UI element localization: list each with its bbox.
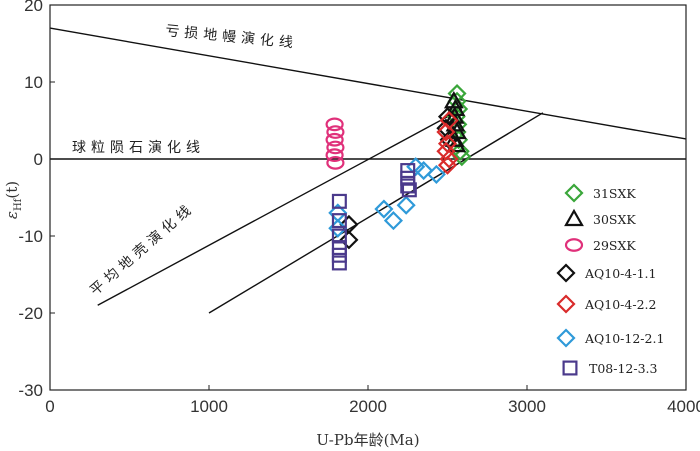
data-point (326, 140, 345, 155)
data-point (396, 195, 416, 215)
depleted-mantle-label: 亏损地幔演化线 (165, 23, 299, 52)
y-axis-title-main: ε (3, 211, 21, 219)
data-point (331, 247, 347, 263)
average-crust-label: 平均地壳演化线 (86, 199, 198, 299)
data-point (325, 132, 344, 147)
x-tick-label: 0 (45, 397, 54, 416)
data-point (450, 141, 470, 161)
y-tick-label: -10 (18, 227, 43, 246)
data-point (331, 213, 347, 229)
data-point (331, 193, 347, 209)
data-point (326, 155, 345, 170)
y-axis-title: εHf(t) (3, 181, 24, 219)
y-axis-title-tail: (t) (3, 181, 21, 199)
y-tick-label: 10 (24, 73, 43, 92)
legend-marker (564, 238, 584, 252)
data-point (400, 163, 416, 179)
data-point (414, 160, 434, 181)
legend-marker (562, 360, 578, 376)
plot-frame (49, 4, 687, 391)
data-point (325, 148, 344, 163)
y-axis-title-sub: Hf (13, 197, 24, 211)
data-point (331, 255, 347, 271)
chur-label: 球粒陨石演化线 (72, 140, 205, 156)
data-points (325, 83, 472, 271)
crust-line-2-line (208, 112, 544, 314)
legend-marker (556, 294, 576, 314)
data-point (331, 240, 347, 256)
legend-label: 30SXK (593, 212, 636, 227)
legend-label: T08-12-3.3 (589, 361, 658, 376)
legend-label: 29SXK (593, 238, 636, 253)
data-point (383, 211, 403, 231)
y-tick-label: 0 (34, 150, 43, 169)
x-tick-label: 3000 (508, 397, 546, 416)
data-point (374, 199, 394, 219)
data-point (339, 230, 359, 250)
data-point (452, 147, 472, 167)
legend-marker (556, 263, 576, 283)
legend-marker (556, 328, 576, 348)
data-point (400, 170, 416, 186)
legend-label: 31SXK (593, 186, 636, 201)
data-point (401, 182, 417, 198)
data-point (400, 178, 416, 194)
legend-label: AQ10-12-2.1 (584, 331, 664, 346)
data-point (331, 228, 347, 244)
legend-label: AQ10-4-2.2 (584, 297, 656, 312)
data-point (443, 91, 464, 109)
data-point (445, 114, 466, 132)
data-point (437, 155, 458, 175)
y-tick-label: -30 (18, 381, 43, 400)
data-point (436, 122, 456, 142)
data-point (439, 149, 459, 169)
reference-lines (49, 27, 687, 314)
axis-ticks: 0 1000 2000 3000 4000 -30 -20 -10 0 10 20 (18, 0, 700, 416)
x-axis-title: U-Pb年龄(Ma) (316, 431, 419, 449)
average-crust-line (97, 108, 463, 306)
legend: 31SXK 30SXK 29SXK AQ10-4-1.1 AQ10-4-2.2 AQ10-… (556, 183, 664, 376)
legend-marker (564, 183, 584, 203)
x-tick-label: 2000 (349, 397, 387, 416)
legend-label: AQ10-4-1.1 (584, 266, 656, 281)
y-tick-label: 20 (24, 0, 43, 15)
x-tick-label: 1000 (190, 397, 228, 416)
y-tick-label: -20 (18, 304, 43, 323)
data-point (326, 125, 345, 139)
legend-marker (564, 208, 584, 227)
data-point (325, 117, 344, 132)
data-point (426, 164, 446, 184)
svg-text:εHf(t): εHf(t) (3, 181, 24, 219)
depleted-mantle-line (49, 27, 687, 140)
x-tick-label: 4000 (667, 397, 700, 416)
